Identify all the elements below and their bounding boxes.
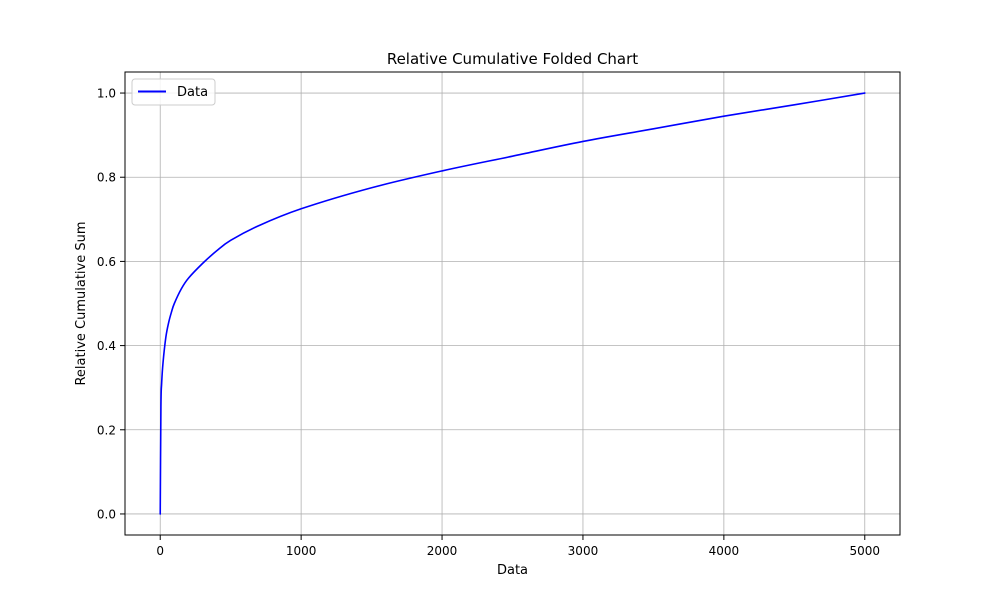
x-tick-label: 0 (156, 544, 164, 558)
y-tick-label: 0.8 (97, 171, 116, 185)
series-layer (159, 92, 866, 515)
legend-box (131, 78, 216, 106)
x-tick-label: 2000 (427, 544, 458, 558)
y-axis: 0.0 0.2 0.4 0.6 0.8 1.0 (97, 87, 125, 521)
x-axis-label: Data (497, 563, 528, 578)
y-axis-label: Relative Cumulative Sum (74, 221, 89, 385)
plot-area (124, 71, 901, 536)
x-tick-label: 3000 (568, 544, 599, 558)
grid (125, 72, 900, 535)
legend-label: Data (177, 85, 208, 100)
series-line-data (159, 92, 866, 515)
y-tick-label: 0.0 (97, 507, 116, 521)
y-tick-label: 0.6 (97, 255, 116, 269)
y-tick-label: 1.0 (97, 87, 116, 101)
x-tick-label: 4000 (709, 544, 740, 558)
x-tick-label: 5000 (849, 544, 880, 558)
x-axis: 0 1000 2000 3000 4000 5000 (156, 535, 880, 558)
y-tick-label: 0.2 (97, 423, 116, 437)
x-tick-label: 1000 (286, 544, 317, 558)
y-tick-label: 0.4 (97, 339, 116, 353)
chart-title: Relative Cumulative Folded Chart (387, 50, 638, 68)
legend: Data (131, 78, 216, 106)
